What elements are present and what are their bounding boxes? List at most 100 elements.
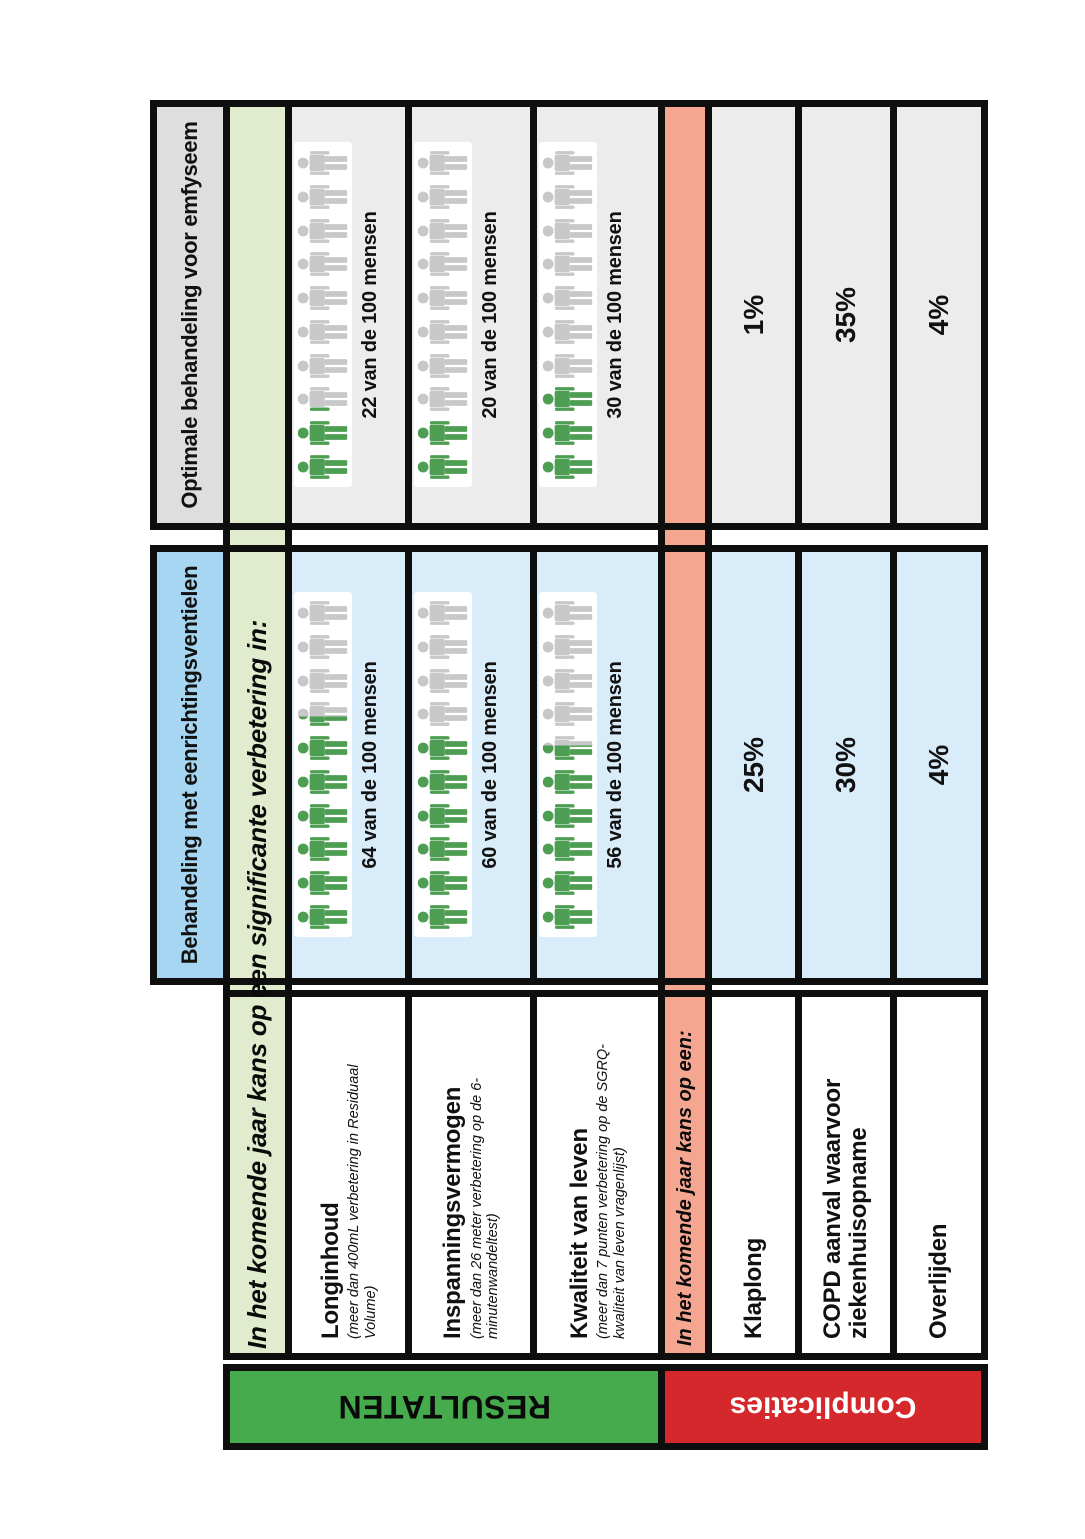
complications-band-text: In het komende jaar kans op een: (673, 1030, 696, 1346)
person-icon (541, 420, 595, 446)
results-band-segment (223, 107, 285, 523)
person-icon (296, 600, 350, 626)
row-header-column: Longinhoud (meer dan 400mL verbetering i… (223, 990, 988, 1360)
pct-klaplong-valves: 25% (705, 552, 795, 978)
row-header-overlijden: Overlijden (890, 997, 981, 1353)
pct-copd-valves: 30% (795, 552, 890, 978)
person-icon (296, 735, 350, 761)
pictogram-strip (294, 142, 352, 488)
person-icon (541, 251, 595, 277)
pct-copd-optimal: 35% (795, 107, 890, 523)
person-icon (541, 870, 595, 896)
pictogram-label: 56 van de 100 mensen (604, 661, 626, 869)
person-icon (296, 701, 350, 727)
person-icon (541, 836, 595, 862)
person-icon (541, 803, 595, 829)
results-band-text: In het komende jaar kans op een signific… (242, 619, 272, 1349)
pictogram-label: 64 van de 100 mensen (359, 661, 381, 869)
pictogram-strip (539, 592, 597, 938)
person-icon (541, 454, 595, 480)
complications-band-segment (658, 107, 705, 523)
person-icon (541, 600, 595, 626)
group-label-bars: RESULTATEN Complicaties (223, 1364, 988, 1450)
results-bar: RESULTATEN (230, 1371, 658, 1443)
complications-band-segment (658, 552, 705, 978)
person-icon (416, 184, 470, 210)
pictogram-label: 22 van de 100 mensen (359, 211, 381, 419)
person-icon (541, 184, 595, 210)
person-icon (296, 870, 350, 896)
person-icon (416, 319, 470, 345)
row-header-copd-aanval: COPD aanval waarvoor ziekenhuisopname (795, 997, 890, 1353)
person-icon (296, 353, 350, 379)
person-icon (296, 285, 350, 311)
person-icon (416, 870, 470, 896)
valves-column-header: Behandeling met eenrichtingsventielen (157, 552, 223, 978)
row-title: Inspanningsvermogen (439, 1086, 467, 1339)
person-icon (416, 634, 470, 660)
pct-klaplong-optimal: 1% (705, 107, 795, 523)
row-title: Kwaliteit van leven (565, 1128, 593, 1339)
pictogram-label: 30 van de 100 mensen (604, 211, 626, 419)
pictogram-strip (539, 142, 597, 488)
person-icon (416, 735, 470, 761)
person-icon (296, 803, 350, 829)
complications-bar-label: Complicaties (729, 1390, 917, 1424)
pictogram-cell-kwaliteit-optimal: 30 van de 100 mensen (530, 107, 658, 523)
results-band-bridge (223, 530, 292, 545)
person-icon (416, 600, 470, 626)
person-icon (541, 319, 595, 345)
person-icon (541, 285, 595, 311)
pictogram-strip (414, 142, 472, 488)
person-icon (296, 904, 350, 930)
pictogram-cell-inspanningsvermogen-valves: 60 van de 100 mensen (405, 552, 530, 978)
person-icon (296, 420, 350, 446)
person-icon (296, 769, 350, 795)
person-icon (541, 735, 595, 761)
person-icon (541, 218, 595, 244)
person-icon (296, 319, 350, 345)
row-detail: (meer dan 26 meter verbetering op de 6-m… (468, 1077, 502, 1339)
person-icon (296, 386, 350, 412)
person-icon (296, 218, 350, 244)
person-icon (296, 668, 350, 694)
person-icon (541, 634, 595, 660)
person-icon (416, 769, 470, 795)
person-icon (296, 251, 350, 277)
pictogram-strip (294, 592, 352, 938)
pct-overlijden-optimal: 4% (890, 107, 981, 523)
complications-bar: Complicaties (658, 1371, 981, 1443)
person-icon (416, 285, 470, 311)
pictogram-cell-longinhoud-valves: 64 van de 100 mensen (285, 552, 405, 978)
person-icon (541, 150, 595, 176)
pictogram-cell-kwaliteit-valves: 56 van de 100 mensen (530, 552, 658, 978)
person-icon (541, 668, 595, 694)
person-icon (416, 251, 470, 277)
person-icon (416, 803, 470, 829)
person-icon (416, 150, 470, 176)
person-icon (416, 386, 470, 412)
row-header-kwaliteit-van-leven: Kwaliteit van leven (meer dan 7 punten v… (530, 997, 658, 1353)
row-title: Klaplong (739, 1237, 767, 1339)
row-header-inspanningsvermogen: Inspanningsvermogen (meer dan 26 meter v… (405, 997, 530, 1353)
pictogram-cell-longinhoud-optimal: 22 van de 100 mensen (285, 107, 405, 523)
optimal-column: Optimale behandeling voor emfyseem 22 va… (150, 100, 988, 530)
row-detail: (meer dan 400mL verbetering in Residuaal… (346, 1064, 379, 1339)
person-icon (416, 420, 470, 446)
person-icon (541, 353, 595, 379)
person-icon (296, 634, 350, 660)
person-icon (296, 184, 350, 210)
person-icon (296, 836, 350, 862)
row-header-klaplong: Klaplong (705, 997, 795, 1353)
results-bar-label: RESULTATEN (337, 1389, 551, 1426)
row-detail: (meer dan 7 punten verbetering op de SGR… (595, 1044, 628, 1339)
row-header-longinhoud: Longinhoud (meer dan 400mL verbetering i… (285, 997, 405, 1353)
row-title: Longinhoud (316, 1202, 344, 1339)
person-icon (541, 769, 595, 795)
pictogram-strip (414, 592, 472, 938)
optimal-column-header: Optimale behandeling voor emfyseem (157, 107, 223, 523)
row-title: Overlijden (925, 1223, 953, 1339)
person-icon (416, 218, 470, 244)
